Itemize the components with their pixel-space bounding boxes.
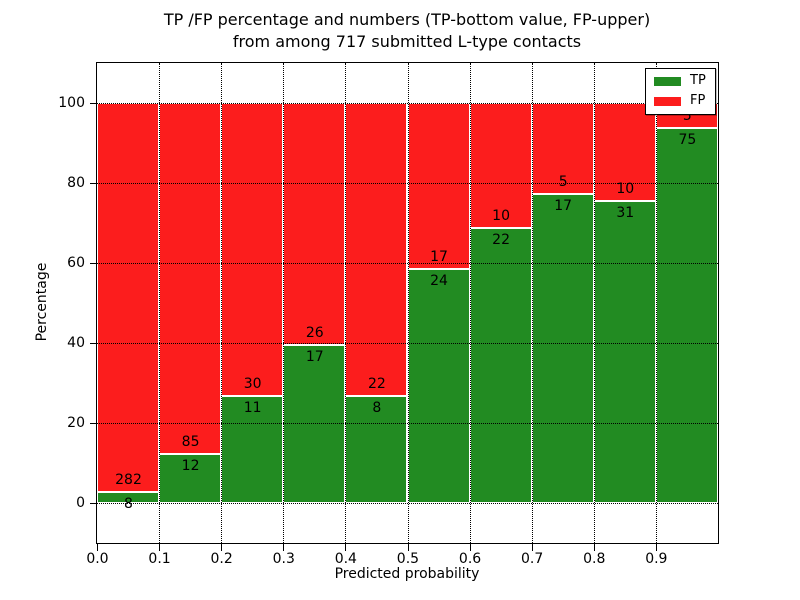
bar-label-fp: 282 xyxy=(115,471,142,488)
x-tick-mark xyxy=(345,544,347,551)
bar-segment-tp xyxy=(655,128,718,503)
x-axis-label: Predicted probability xyxy=(334,566,480,582)
x-tick-label: 0.0 xyxy=(86,551,109,567)
y-tick-label: 40 xyxy=(67,335,85,351)
bar-label-fp: 85 xyxy=(181,433,200,450)
grid-line-x xyxy=(283,63,285,543)
bar-label-tp: 17 xyxy=(554,197,573,214)
legend-item-fp: FP xyxy=(654,94,706,108)
bar-segment-tp xyxy=(593,200,656,503)
bar-segment-fp xyxy=(345,103,408,397)
bar-label-fp: 10 xyxy=(616,180,635,197)
bar-label-fp: 30 xyxy=(243,375,262,392)
grid-line-x xyxy=(531,63,533,543)
bar-label-fp: 10 xyxy=(492,208,510,224)
legend: TP FP xyxy=(645,68,716,115)
legend-item-tp: TP xyxy=(654,74,706,88)
legend-label-fp: FP xyxy=(690,93,706,108)
bar-label-tp: 11 xyxy=(243,399,262,416)
bar-segment-tp xyxy=(345,396,408,503)
x-tick-mark xyxy=(655,544,657,551)
x-tick-label: 0.1 xyxy=(148,551,171,567)
bar-segment-fp xyxy=(283,103,346,345)
y-tick-mark xyxy=(90,503,97,504)
y-tick-mark xyxy=(90,423,97,424)
grid-line-x xyxy=(221,63,223,543)
x-tick-mark xyxy=(97,544,98,551)
y-axis-label: Percentage xyxy=(34,262,50,342)
x-tick-label: 0.2 xyxy=(210,551,233,567)
bar-label-fp: 26 xyxy=(305,324,324,341)
bar-label-tp: 75 xyxy=(678,132,697,148)
bar-segment-tp xyxy=(407,268,470,503)
chart-title-line1: TP /FP percentage and numbers (TP-bottom… xyxy=(163,10,651,29)
y-tick-mark xyxy=(90,343,97,344)
y-tick-mark xyxy=(90,103,97,104)
bar-label-tp: 24 xyxy=(430,272,448,289)
x-tick-mark xyxy=(469,544,471,551)
bar-label-fp: 5 xyxy=(682,108,692,124)
y-tick-label: 60 xyxy=(67,255,85,271)
x-tick-label: 0.7 xyxy=(521,551,544,567)
bar-label-tp: 8 xyxy=(124,495,133,512)
bar-segment-tp xyxy=(159,453,222,503)
chart-title-line2: from among 717 submitted L-type contacts xyxy=(232,32,582,51)
bar-label-fp: 22 xyxy=(367,376,386,393)
grid-line-x xyxy=(345,63,347,543)
y-tick-label: 100 xyxy=(58,95,85,111)
grid-line-x xyxy=(655,63,657,543)
bar-segment-fp xyxy=(593,103,656,201)
bar-label-tp: 22 xyxy=(492,232,510,248)
bar-label-fp: 17 xyxy=(430,248,448,265)
y-tick-label: 80 xyxy=(67,175,85,191)
grid-line-x xyxy=(407,63,409,543)
bar-segment-tp xyxy=(469,228,532,503)
x-tick-mark xyxy=(221,544,223,551)
x-tick-mark xyxy=(531,544,533,551)
legend-swatch-tp xyxy=(654,76,681,86)
x-tick-label: 0.5 xyxy=(396,551,420,567)
x-tick-mark xyxy=(283,544,285,551)
bar-segment-tp xyxy=(97,491,160,503)
bar-label-tp: 12 xyxy=(181,457,200,474)
bar-label-tp: 31 xyxy=(616,204,635,221)
legend-swatch-fp xyxy=(654,96,681,106)
bar-label-tp: 8 xyxy=(372,400,382,417)
bar-segment-tp xyxy=(531,193,594,503)
x-tick-mark xyxy=(407,544,409,551)
bar-segment-fp xyxy=(407,103,470,269)
y-tick-mark xyxy=(90,183,97,184)
grid-line-x xyxy=(159,63,161,543)
x-tick-label: 0.6 xyxy=(458,551,482,567)
bar-label-fp: 5 xyxy=(558,173,568,190)
chart-title: TP /FP percentage and numbers (TP-bottom… xyxy=(96,9,718,53)
y-tick-label: 20 xyxy=(67,415,85,431)
y-tick-label: 0 xyxy=(76,495,85,511)
x-tick-label: 0.9 xyxy=(645,551,668,567)
x-tick-label: 0.3 xyxy=(272,551,295,567)
grid-line-x xyxy=(593,63,595,543)
bar-label-tp: 17 xyxy=(305,348,324,365)
x-tick-mark xyxy=(159,544,161,551)
x-tick-mark xyxy=(593,544,595,551)
bar-segment-fp xyxy=(221,103,284,396)
y-tick-mark xyxy=(90,263,97,264)
bar-segment-fp xyxy=(159,103,222,454)
x-tick-label: 0.8 xyxy=(583,551,606,567)
grid-line-x xyxy=(469,63,471,543)
legend-label-tp: TP xyxy=(690,73,706,88)
bar-segment-fp xyxy=(531,103,594,194)
bar-segment-fp xyxy=(97,103,160,492)
x-tick-label: 0.4 xyxy=(334,551,357,567)
plot-area: 8 282 12 85 11 30 17 26 8 22 24 17 22 10 17 5 31 10 75 5 0 20… xyxy=(58,62,719,567)
